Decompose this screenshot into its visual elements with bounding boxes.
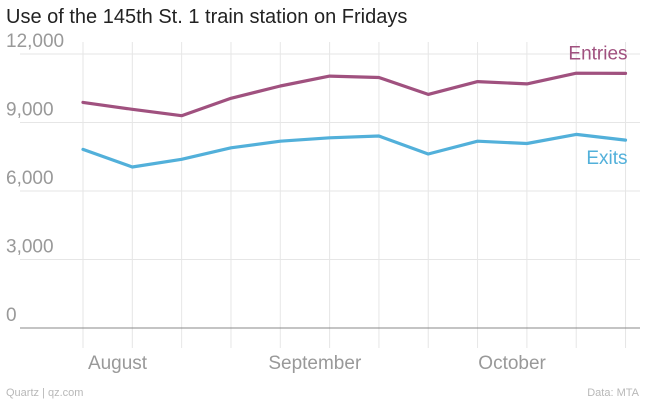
- chart-title: Use of the 145th St. 1 train station on …: [6, 6, 408, 28]
- series-label-exits: Exits: [586, 148, 627, 169]
- footer-source-left: Quartz | qz.com: [6, 387, 84, 399]
- series-layer: [81, 71, 628, 169]
- series-line-exits: [81, 132, 628, 169]
- y-tick-label: 6,000: [6, 168, 54, 189]
- grid-layer: [20, 42, 640, 348]
- y-tick-label: 9,000: [6, 100, 54, 121]
- series-line-entries: [81, 71, 628, 118]
- x-tick-label: August: [88, 353, 148, 374]
- y-tick-label: 3,000: [6, 237, 54, 258]
- series-label-entries: Entries: [568, 43, 627, 64]
- x-tick-label: October: [478, 353, 546, 374]
- label-layer: 0 3,000 6,000 9,000 12,000 August September Oct…: [6, 31, 628, 374]
- y-tick-label: 12,000: [6, 31, 64, 52]
- footer-source-right: Data: MTA: [587, 387, 639, 399]
- x-tick-label: September: [268, 353, 362, 374]
- y-tick-label: 0: [6, 305, 17, 326]
